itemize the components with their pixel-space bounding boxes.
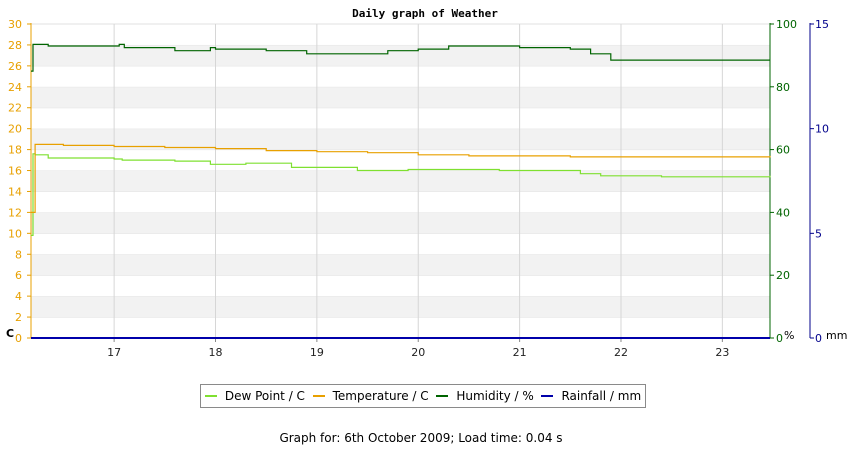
grid-band [31,86,770,108]
series-lines [31,43,771,339]
legend-item-humidity: Humidity / % [436,389,534,403]
legend-swatch-temperature [312,395,325,397]
left-tick-label: 0 [15,332,22,345]
legend-item-rainfall: Rainfall / mm [541,389,641,403]
legend-label-humidity: Humidity / % [456,389,534,403]
x-tick-label: 20 [411,346,425,359]
left-tick-label: 26 [8,60,22,73]
grid-band [31,296,770,318]
chart-legend: Dew Point / C Temperature / C Humidity /… [200,384,646,408]
humidity-tick-label: 100 [776,18,797,31]
chart-title: Daily graph of Weather [352,7,498,20]
left-tick-label: 6 [15,269,22,282]
left-tick-label: 12 [8,206,22,219]
grid-band [31,254,770,276]
grid-band [31,170,770,192]
humidity-tick-label: 40 [776,206,790,219]
grid-band [31,317,770,338]
legend-label-rainfall: Rainfall / mm [561,389,642,403]
humidity-tick-label: 20 [776,269,790,282]
legend-swatch-dew-point [204,395,217,397]
rainfall-tick-label: 15 [815,18,829,31]
left-tick-label: 24 [8,81,22,94]
grid-band [31,212,770,234]
grid-band [31,275,770,297]
grid-band [31,107,770,129]
left-tick-label: 28 [8,39,22,52]
grid-band [31,65,770,87]
grid-bands [31,23,770,338]
x-tick-label: 18 [208,346,222,359]
legend-swatch-humidity [436,395,449,397]
rainfall-tick-label: 5 [815,227,822,240]
grid-band [31,191,770,213]
vertical-gridlines [113,24,723,342]
left-axis-unit: C [6,327,14,340]
legend-label-dew-point: Dew Point / C [224,389,305,403]
x-tick-label: 22 [614,346,628,359]
left-tick-label: 4 [15,290,22,303]
x-tick-label: 23 [715,346,729,359]
x-tick-label: 17 [107,346,121,359]
humidity-tick-label: 0 [776,332,783,345]
left-tick-label: 8 [15,248,22,261]
humidity-tick-label: 80 [776,81,790,94]
rainfall-tick-label: 0 [815,332,822,345]
x-tick-label: 19 [310,346,324,359]
grid-band [31,233,770,255]
x-tick-label: 21 [513,346,527,359]
series-line-dew-point [31,153,771,236]
tick-labels: 17 18 19 20 21 22 2302468101214161820222426283… [8,18,829,359]
series-line-humidity [31,43,770,72]
legend-item-dew-point: Dew Point / C [204,389,305,403]
right-axis-unit-rainfall: mm [826,329,847,342]
right-axis-unit-humidity: % [784,329,794,342]
left-tick-label: 10 [8,227,22,240]
left-tick-label: 22 [8,102,22,115]
legend-swatch-rainfall [541,395,554,397]
legend-label-temperature: Temperature / C [332,389,429,403]
left-tick-label: 2 [15,311,22,324]
series-line-temperature [31,143,771,213]
rainfall-tick-label: 10 [815,123,829,136]
left-tick-label: 14 [8,185,22,198]
legend-item-temperature: Temperature / C [312,389,429,403]
footer-status: Graph for: 6th October 2009; Load time: … [279,431,563,445]
grid-band [31,24,770,45]
humidity-tick-label: 60 [776,144,790,157]
left-tick-label: 30 [8,18,22,31]
left-tick-label: 18 [8,144,22,157]
left-tick-label: 16 [8,165,22,178]
left-tick-label: 20 [8,123,22,136]
